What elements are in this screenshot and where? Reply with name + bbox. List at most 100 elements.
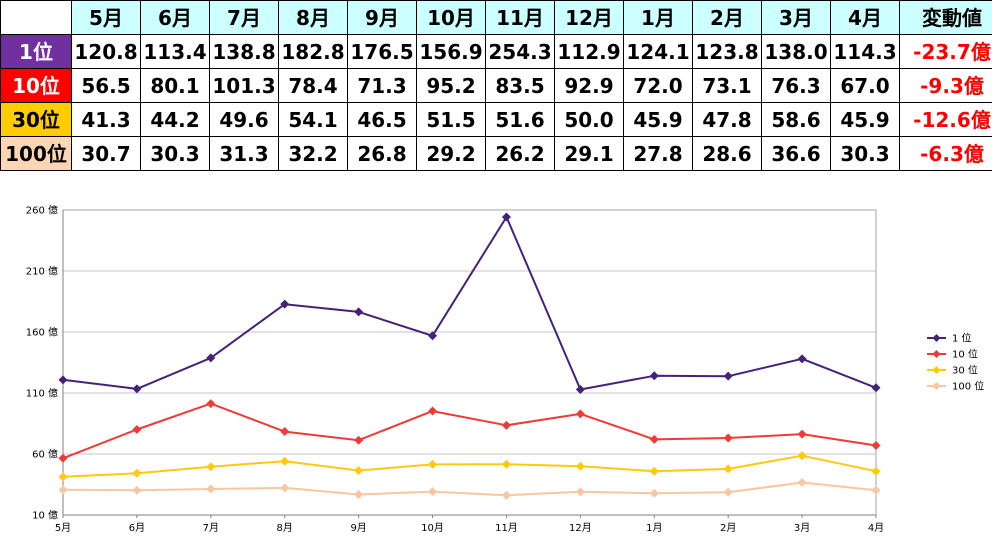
data-point-marker (797, 429, 807, 439)
value-cell: 73.1 (692, 68, 762, 103)
value-cell: 83.5 (485, 68, 555, 103)
value-cell: 138.8 (209, 34, 279, 69)
legend-item: 1 位 (927, 332, 972, 345)
monthly-rank-table: 5月 6月 7月 8月 9月 10月 11月 12月 1月 2月 3月 4月 変… (0, 0, 992, 171)
value-cell: 31.3 (209, 136, 279, 171)
data-point-marker (723, 433, 733, 443)
value-cell: 44.2 (140, 102, 210, 137)
x-tick-label: 12月 (569, 522, 592, 534)
value-cell: 30.3 (830, 136, 900, 171)
value-cell: 182.8 (278, 34, 348, 69)
data-point-marker (428, 487, 438, 497)
value-cell: 29.1 (554, 136, 624, 171)
legend-label: 30 位 (952, 364, 978, 377)
series-line (62, 481, 877, 497)
change-value: -9.3億 (899, 68, 992, 103)
value-cell: 26.2 (485, 136, 555, 171)
x-tick-label: 4月 (868, 522, 884, 534)
data-point-marker (58, 485, 68, 495)
value-cell: 58.6 (761, 102, 831, 137)
value-cell: 27.8 (623, 136, 693, 171)
legend-marker (932, 366, 941, 374)
legend-marker (932, 382, 941, 390)
value-cell: 92.9 (554, 68, 624, 103)
month-header: 3月 (761, 0, 831, 35)
x-tick-label: 3月 (794, 522, 810, 534)
value-cell: 76.3 (761, 68, 831, 103)
legend-item: 10 位 (927, 348, 978, 361)
rank-label: 1位 (0, 34, 72, 69)
rank-label: 30位 (0, 102, 72, 137)
data-point-marker (354, 435, 364, 445)
data-point-marker (206, 462, 216, 472)
value-cell: 112.9 (554, 34, 624, 69)
change-value: -6.3億 (899, 136, 992, 171)
y-tick-label: 110 億 (26, 387, 58, 400)
value-cell: 254.3 (485, 34, 555, 69)
y-tick-label: 210 億 (26, 265, 58, 278)
value-cell: 54.1 (278, 102, 348, 137)
data-point-marker (206, 353, 216, 363)
value-cell: 114.3 (830, 34, 900, 69)
change-value: -12.6億 (899, 102, 992, 137)
y-tick-label: 10 億 (32, 509, 58, 522)
x-tick-label: 9月 (350, 522, 366, 534)
value-cell: 32.2 (278, 136, 348, 171)
month-header: 5月 (71, 0, 141, 35)
month-header: 11月 (485, 0, 555, 35)
data-point-marker (871, 466, 881, 476)
value-cell: 120.8 (71, 34, 141, 69)
x-tick-label: 2月 (720, 522, 736, 534)
data-point-marker (649, 434, 659, 444)
data-point-marker (575, 384, 585, 394)
data-point-marker (58, 472, 68, 482)
series-2 (58, 399, 881, 463)
data-point-marker (428, 331, 438, 341)
data-point-marker (58, 375, 68, 385)
month-header: 2月 (692, 0, 762, 35)
value-cell: 30.3 (140, 136, 210, 171)
value-cell: 138.0 (761, 34, 831, 69)
data-point-marker (575, 487, 585, 497)
legend-item: 100 位 (927, 380, 984, 393)
value-cell: 113.4 (140, 34, 210, 69)
value-cell: 51.6 (485, 102, 555, 137)
legend-marker (932, 334, 941, 342)
chart-legend: 1 位 10 位 30 位 100 位 (927, 332, 984, 393)
month-header: 12月 (554, 0, 624, 35)
table-row: 100位 30.7 30.3 31.3 32.2 26.8 29.2 26.2 … (0, 136, 992, 171)
data-point-marker (649, 466, 659, 476)
legend-marker (932, 350, 941, 358)
value-cell: 41.3 (71, 102, 141, 137)
change-value: -23.7億 (899, 34, 992, 69)
data-point-marker (280, 456, 290, 466)
value-cell: 50.0 (554, 102, 624, 137)
value-cell: 67.0 (830, 68, 900, 103)
data-point-marker (723, 464, 733, 474)
value-cell: 124.1 (623, 34, 693, 69)
month-header: 1月 (623, 0, 693, 35)
value-cell: 28.6 (692, 136, 762, 171)
table-row: 10位 56.5 80.1 101.3 78.4 71.3 95.2 83.5 … (0, 68, 992, 103)
x-tick-label: 6月 (129, 522, 145, 534)
data-point-marker (501, 490, 511, 500)
data-point-marker (575, 461, 585, 471)
month-header: 4月 (830, 0, 900, 35)
legend-label: 1 位 (952, 332, 972, 345)
series-line (62, 454, 877, 478)
data-point-marker (797, 354, 807, 364)
data-point-marker (280, 299, 290, 309)
series-4 (58, 478, 881, 500)
value-cell: 51.5 (416, 102, 486, 137)
legend-label: 100 位 (952, 380, 984, 393)
value-cell: 176.5 (347, 34, 417, 69)
data-point-marker (649, 371, 659, 381)
line-chart: 10 億 60 億 110 億 160 億 210 億 260 億 5月 6月 7月 8月 9月 10… (26, 204, 985, 535)
series-3 (58, 451, 881, 482)
data-point-marker (132, 424, 142, 434)
data-point-marker (723, 371, 733, 381)
series-line (62, 216, 877, 391)
value-cell: 36.6 (761, 136, 831, 171)
corner-cell (0, 0, 72, 35)
value-cell: 78.4 (278, 68, 348, 103)
